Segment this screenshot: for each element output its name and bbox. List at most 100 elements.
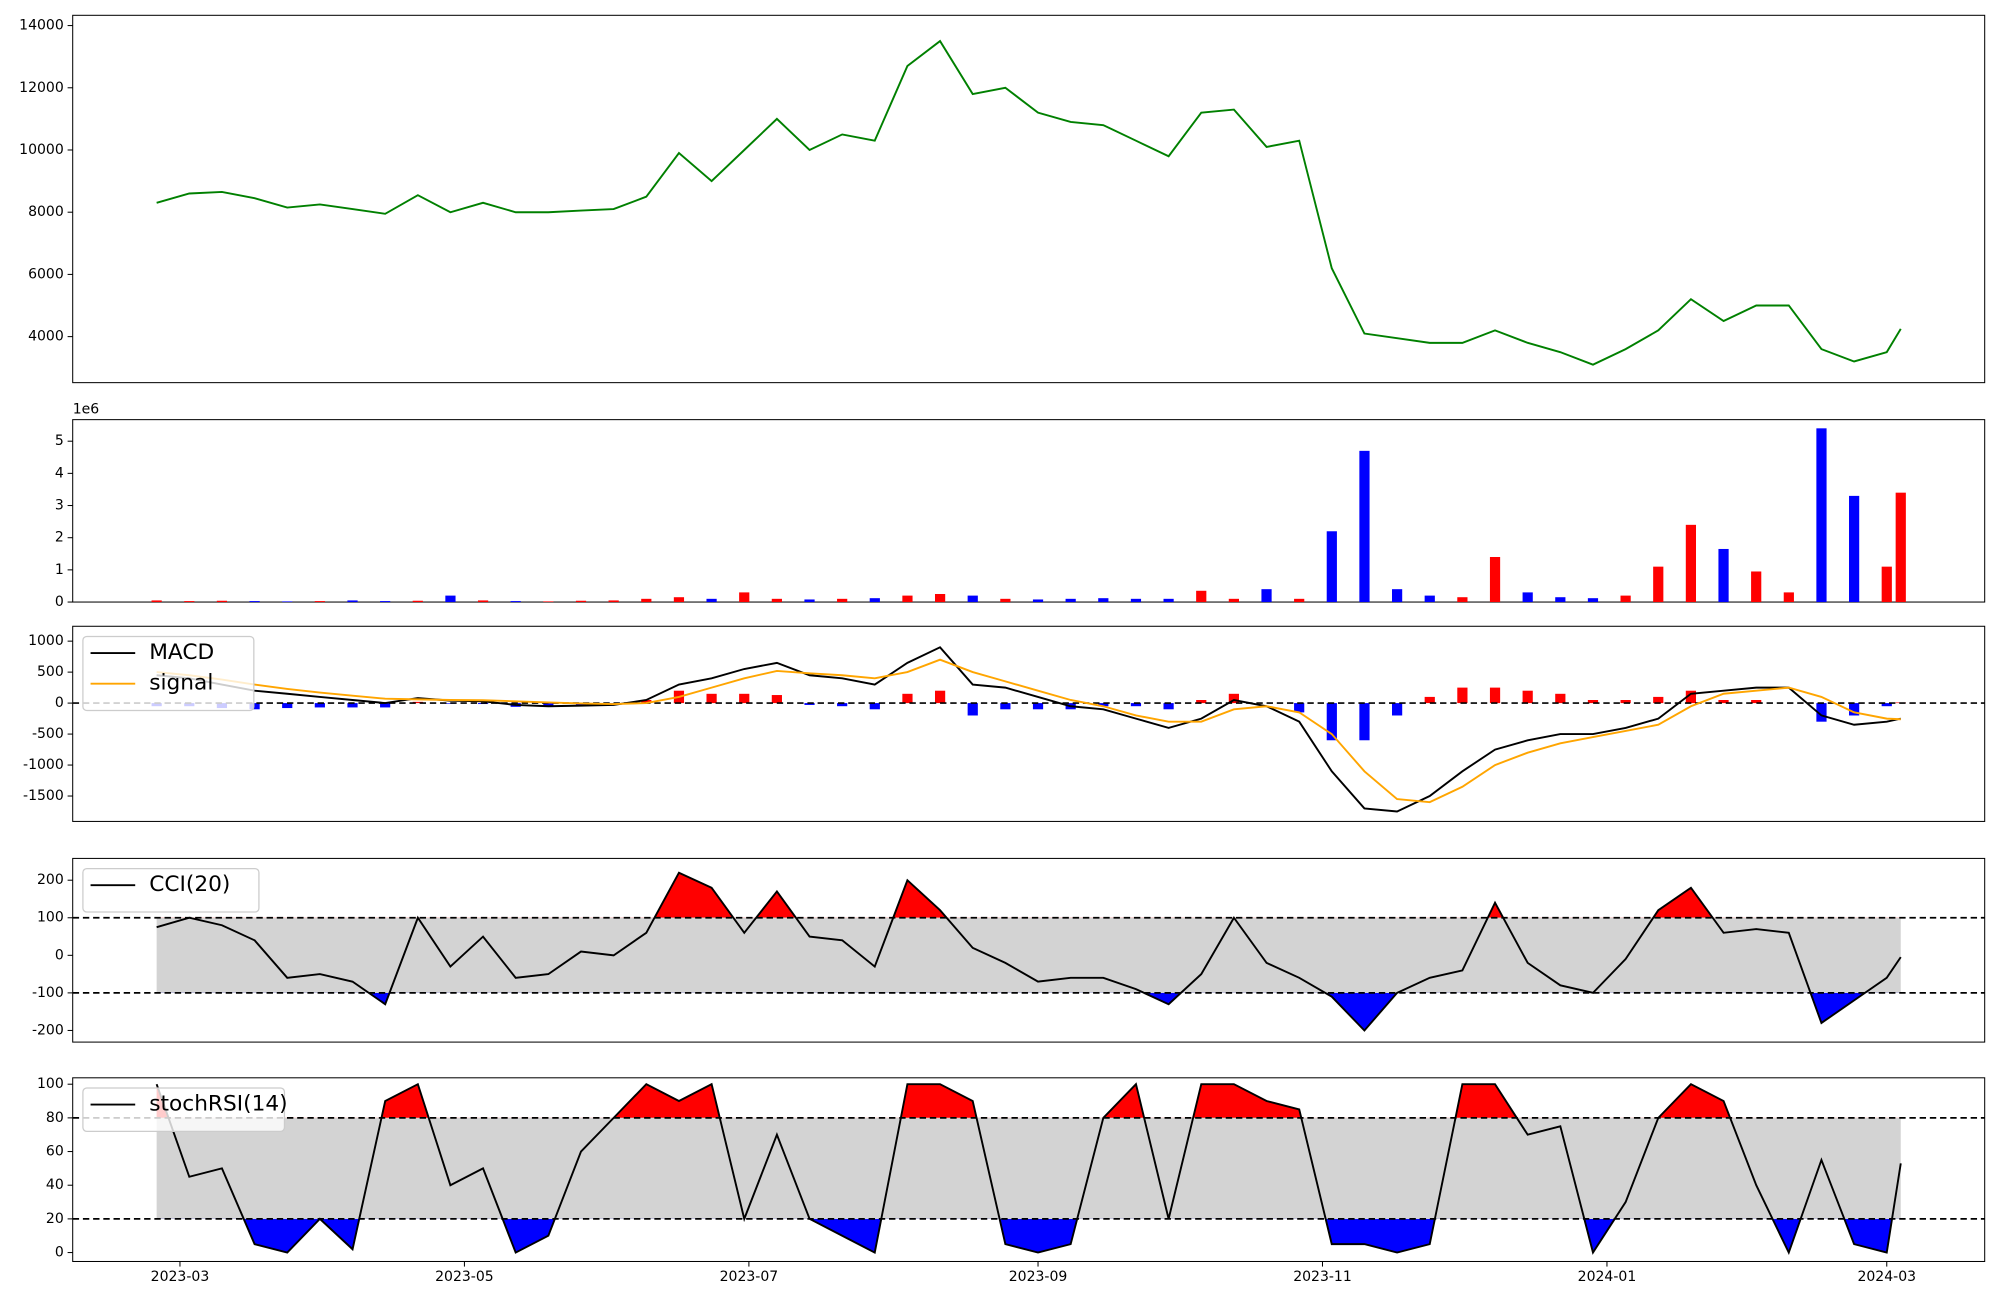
y-tick-label: 200 [37,872,64,888]
y-tick-label: 6000 [28,266,64,282]
histogram-bar [902,693,913,704]
volume-bar [1359,450,1370,603]
legend-box [82,1087,286,1133]
y-tick-label: 8000 [28,204,64,220]
volume-bar [967,595,978,603]
volume-bar [771,598,782,603]
volume-bar [1783,592,1794,603]
histogram-bar [1196,700,1207,704]
volume-bar [477,600,489,603]
line [156,646,1901,813]
histogram-bar [1032,703,1044,710]
offset-label: 1e6 [73,401,100,417]
volume-bar [184,601,195,603]
volume-bar [1130,598,1142,603]
volume-bar [934,593,946,603]
legend-label: MACD [149,640,214,665]
legend: MACD signal [82,635,255,712]
histogram-bar [1457,687,1468,704]
histogram-bar [706,693,717,704]
histogram-bar [934,690,946,704]
histogram-bar [1294,703,1305,713]
histogram-bar [1000,703,1011,710]
histogram-bar [1228,693,1239,704]
volume-bar [1620,595,1631,603]
histogram-bar [380,703,391,708]
histogram-bar [1685,690,1697,704]
volume-bar [673,597,685,603]
y-tick-label: 80 [46,1110,64,1126]
volume-bar [739,592,750,603]
histogram-bar [739,693,750,704]
y-tick-label: 1000 [28,633,64,649]
volume-bar [1065,598,1076,603]
y-tick-label: 3 [55,498,64,514]
panel-frame [72,14,1986,384]
panel-frame [72,857,1986,1043]
y-tick-label: 4000 [28,329,64,345]
volume-bar [314,601,325,603]
histogram-bar [1555,693,1566,704]
histogram-bar [837,703,848,707]
x-tick-label: 2024-03 [1857,1269,1916,1285]
x-tick-label: 2023-05 [435,1269,494,1285]
y-tick-label: 20 [46,1211,64,1227]
volume-bar [1685,524,1697,603]
x-tick-label: 2023-09 [1009,1269,1068,1285]
band-fill [156,917,1901,993]
volume-bar [1489,557,1501,603]
volume-bar [837,598,848,603]
volume-bar [1000,598,1011,603]
volume-bar [1163,598,1174,603]
volume-bar [1653,566,1664,603]
volume-bar [1718,548,1729,603]
volume-bar [608,600,619,603]
y-tick-label: 2 [55,530,64,546]
line [156,39,1902,366]
histogram-bar [1489,687,1501,704]
volume-bar [1261,589,1272,603]
volume-bar [641,598,652,603]
histogram-bar [771,695,782,704]
volume-bar [151,600,162,603]
volume-bar [1098,598,1109,603]
volume-bar [804,599,815,603]
panel-frame [72,419,1986,603]
volume-bar [1228,598,1239,603]
histogram-bar [967,703,978,716]
volume-bar [902,595,913,603]
histogram-bar [1653,696,1664,704]
volume-bar [216,600,228,603]
panel-frame [72,1077,1986,1262]
volume-bar [1457,597,1468,603]
line [156,871,1902,1032]
line [155,1082,1902,1256]
histogram-bar [804,703,815,705]
volume-bar [575,600,587,603]
overbought-fill [156,1084,1901,1118]
band-fill [156,1117,1901,1219]
x-tick-label: 2023-03 [151,1269,210,1285]
y-tick-label: 40 [46,1177,64,1193]
histogram-bar [1326,703,1337,741]
y-tick-label: 100 [37,910,64,926]
y-tick-label: 0 [55,695,64,711]
legend-label: CCI(20) [149,872,230,897]
volume-bar [869,598,880,603]
x-tick-label: 2024-01 [1578,1269,1637,1285]
volume-bar [445,595,456,603]
volume-bar [1816,428,1827,603]
histogram-bar [1620,700,1631,704]
histogram-bar [869,703,880,710]
volume-bar [543,601,554,603]
y-tick-label: 500 [37,664,64,680]
y-tick-label: 0 [55,947,64,963]
histogram-bar [1163,703,1174,710]
volume-bar [347,600,358,603]
y-tick-label: 60 [46,1144,64,1160]
y-tick-label: -200 [32,1022,64,1038]
legend-label: stochRSI(14) [149,1092,287,1117]
histogram-bar [641,700,652,704]
histogram-bar [543,703,554,707]
line [156,658,1901,804]
